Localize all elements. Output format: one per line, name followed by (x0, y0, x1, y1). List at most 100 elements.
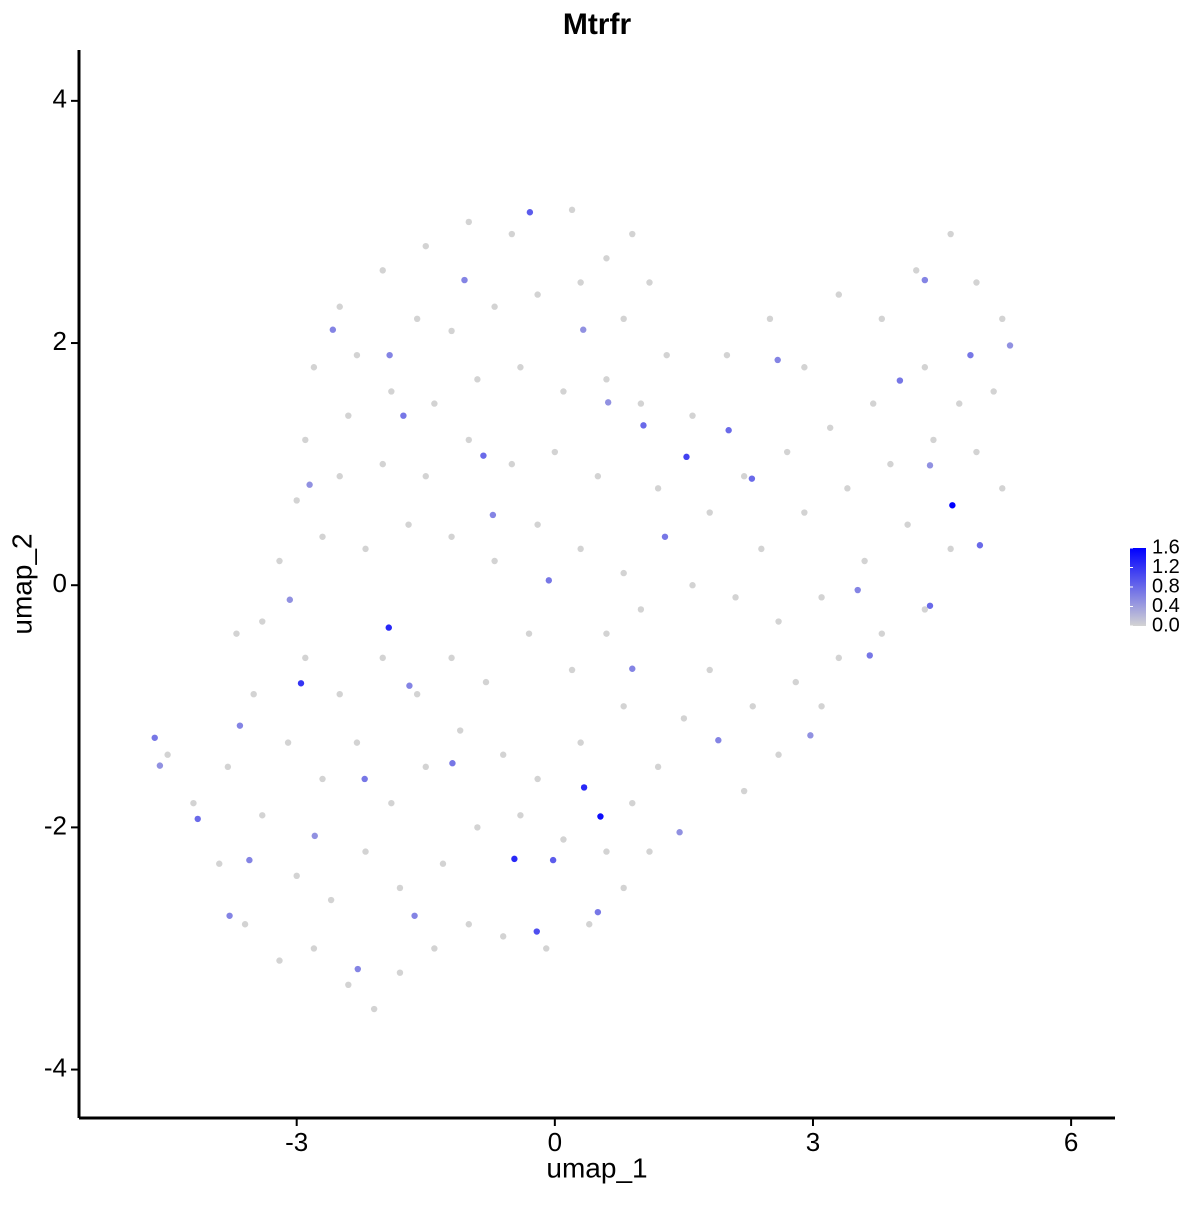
x-tick-label: -3 (285, 1127, 308, 1157)
point (904, 521, 911, 528)
point (646, 848, 653, 855)
point (654, 763, 662, 771)
point (246, 856, 253, 864)
point (620, 569, 627, 577)
colorbar-label: 0.4 (1152, 595, 1180, 617)
point (844, 485, 851, 492)
point (706, 666, 713, 674)
point (637, 606, 645, 613)
y-tick-label: -2 (44, 810, 67, 840)
point (568, 206, 576, 214)
point (545, 577, 553, 584)
point (500, 751, 507, 758)
y-tick-label: 0 (53, 568, 67, 598)
point (680, 715, 688, 722)
point (302, 654, 309, 662)
point (164, 751, 171, 758)
point (629, 799, 636, 807)
point (534, 775, 541, 783)
point (577, 739, 584, 746)
point (930, 436, 937, 444)
point (319, 533, 326, 540)
point (491, 303, 498, 310)
x-axis-label: umap_1 (546, 1152, 647, 1183)
x-tick-label: 6 (1064, 1127, 1078, 1157)
x-tick-label: 3 (806, 1127, 820, 1157)
point (327, 896, 335, 904)
point (1006, 342, 1014, 349)
point (854, 586, 861, 594)
point (913, 267, 920, 274)
point (362, 848, 369, 855)
point (594, 908, 602, 916)
point (422, 242, 429, 250)
point (286, 596, 294, 603)
point (967, 351, 974, 359)
point (413, 690, 421, 698)
point (276, 957, 283, 964)
point (603, 376, 610, 383)
point (878, 630, 886, 637)
point (422, 473, 429, 480)
point (835, 654, 842, 662)
point (306, 481, 313, 488)
point (999, 485, 1006, 492)
point (866, 652, 873, 659)
point (474, 376, 481, 383)
point (310, 364, 318, 371)
point (603, 630, 610, 637)
point (654, 485, 662, 492)
point (517, 364, 524, 371)
point (801, 364, 808, 371)
point (740, 473, 748, 480)
point (818, 594, 825, 601)
point (345, 412, 352, 419)
point (461, 276, 468, 284)
point (385, 624, 392, 631)
point (896, 377, 904, 384)
point (663, 351, 670, 359)
point (194, 815, 201, 823)
point (620, 703, 627, 710)
point (749, 703, 756, 710)
point (508, 230, 516, 238)
point (465, 921, 472, 928)
point (990, 388, 997, 395)
point (406, 682, 413, 689)
point (439, 860, 447, 867)
point (379, 460, 386, 468)
point (431, 400, 438, 407)
y-axis-label: umap_2 (6, 533, 37, 634)
point (949, 502, 956, 509)
point (259, 618, 266, 625)
point (706, 509, 713, 516)
point (732, 594, 739, 601)
point (354, 965, 361, 973)
point (604, 399, 612, 406)
point (336, 690, 343, 698)
point (465, 436, 472, 444)
point (319, 775, 326, 783)
y-tick-label: -4 (44, 1052, 67, 1082)
point (241, 921, 249, 928)
point (661, 533, 669, 540)
point (748, 475, 756, 482)
x-tick-label: 0 (548, 1127, 562, 1157)
point (456, 727, 464, 734)
point (861, 557, 868, 565)
point (236, 722, 244, 729)
point (474, 824, 481, 831)
point (603, 255, 610, 262)
point (947, 545, 954, 553)
point (740, 787, 748, 795)
point (577, 545, 584, 553)
point (629, 230, 636, 238)
point (336, 303, 343, 310)
point (775, 751, 782, 758)
point (396, 884, 404, 892)
point (379, 654, 386, 662)
point (297, 680, 305, 687)
point (689, 412, 696, 419)
point (543, 945, 550, 952)
